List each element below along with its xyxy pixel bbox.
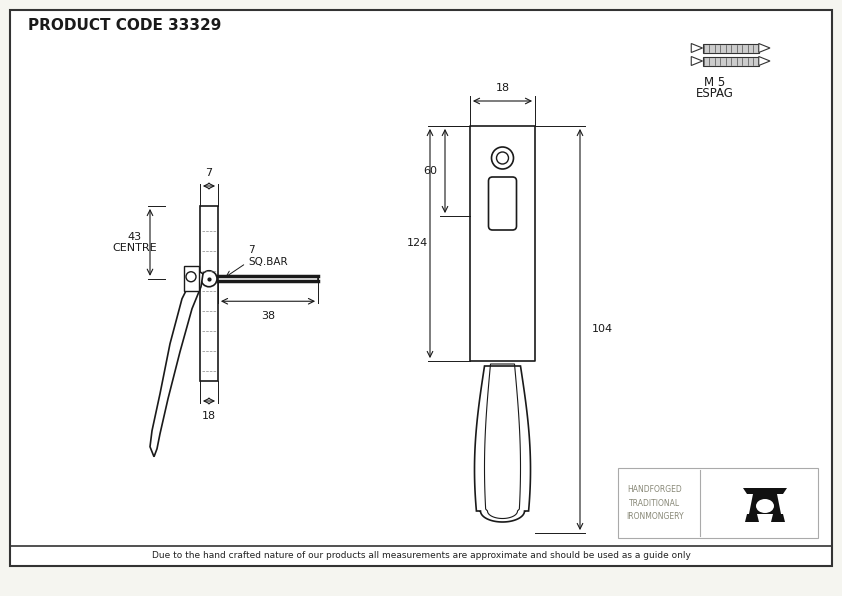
Text: 18: 18 — [202, 411, 216, 421]
Polygon shape — [759, 57, 770, 66]
Bar — [702, 57, 759, 66]
Polygon shape — [745, 514, 759, 522]
Polygon shape — [749, 494, 781, 514]
Circle shape — [492, 147, 514, 169]
Polygon shape — [150, 271, 203, 457]
Bar — [702, 44, 759, 52]
Polygon shape — [759, 44, 770, 52]
Circle shape — [201, 271, 217, 287]
Text: PRODUCT CODE 33329: PRODUCT CODE 33329 — [28, 18, 221, 33]
Polygon shape — [691, 57, 702, 66]
Text: 60: 60 — [423, 166, 437, 176]
Circle shape — [186, 272, 196, 282]
Text: HANDFORGED
TRADITIONAL
IRONMONGERY: HANDFORGED TRADITIONAL IRONMONGERY — [626, 485, 684, 521]
Polygon shape — [475, 366, 530, 522]
Text: 124: 124 — [407, 238, 428, 249]
Bar — [200, 206, 218, 381]
Text: Due to the hand crafted nature of our products all measurements are approximate : Due to the hand crafted nature of our pr… — [152, 551, 690, 560]
Polygon shape — [691, 44, 702, 52]
Text: 43
CENTRE: 43 CENTRE — [113, 232, 157, 253]
Bar — [470, 126, 535, 361]
Text: 7: 7 — [205, 168, 212, 178]
Text: 18: 18 — [495, 83, 509, 93]
Text: M 5: M 5 — [705, 76, 726, 89]
FancyBboxPatch shape — [488, 177, 516, 230]
Bar — [184, 266, 199, 291]
Ellipse shape — [756, 499, 774, 513]
Polygon shape — [771, 514, 785, 522]
Text: 38: 38 — [261, 311, 275, 321]
Bar — [618, 468, 818, 538]
Text: 104: 104 — [592, 324, 613, 334]
Circle shape — [497, 152, 509, 164]
Polygon shape — [743, 488, 787, 494]
Text: 7
SQ.BAR: 7 SQ.BAR — [248, 246, 288, 267]
Text: ESPAG: ESPAG — [696, 87, 734, 100]
